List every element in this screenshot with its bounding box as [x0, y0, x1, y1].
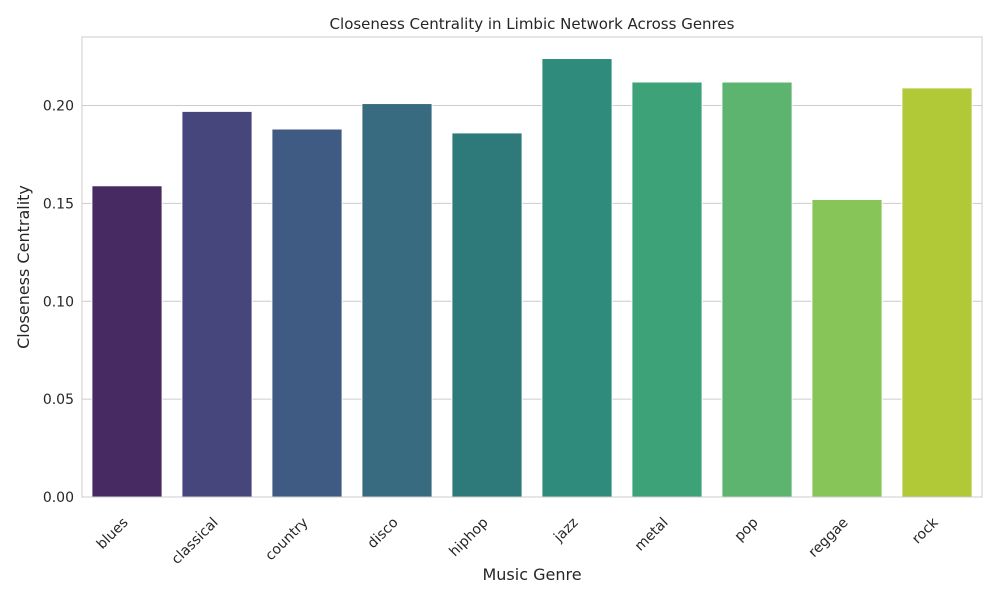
y-tick-labels: 0.00 0.05 0.10 0.15 0.20 — [43, 99, 74, 506]
bar-disco — [361, 103, 433, 498]
bar-reggae — [811, 198, 883, 498]
bar-blues — [91, 185, 163, 498]
y-tick-label: 0.05 — [43, 392, 74, 408]
y-tick-label: 0.00 — [43, 490, 74, 506]
bar-country — [271, 128, 343, 498]
bar-classical — [181, 110, 253, 498]
bar-metal — [631, 81, 703, 498]
y-axis-label: Closeness Centrality — [14, 185, 33, 349]
y-tick-label: 0.20 — [43, 99, 74, 115]
y-tick-label: 0.10 — [43, 294, 74, 310]
chart-title: Closeness Centrality in Limbic Network A… — [330, 15, 735, 33]
y-tick-label: 0.15 — [43, 196, 74, 212]
plot-frame — [81, 36, 983, 498]
bars — [91, 58, 973, 498]
x-axis-label: Music Genre — [482, 565, 581, 584]
bar-hiphop — [451, 132, 523, 498]
bar-jazz — [541, 58, 613, 498]
bar-pop — [721, 81, 793, 498]
bar-rock — [901, 87, 973, 498]
